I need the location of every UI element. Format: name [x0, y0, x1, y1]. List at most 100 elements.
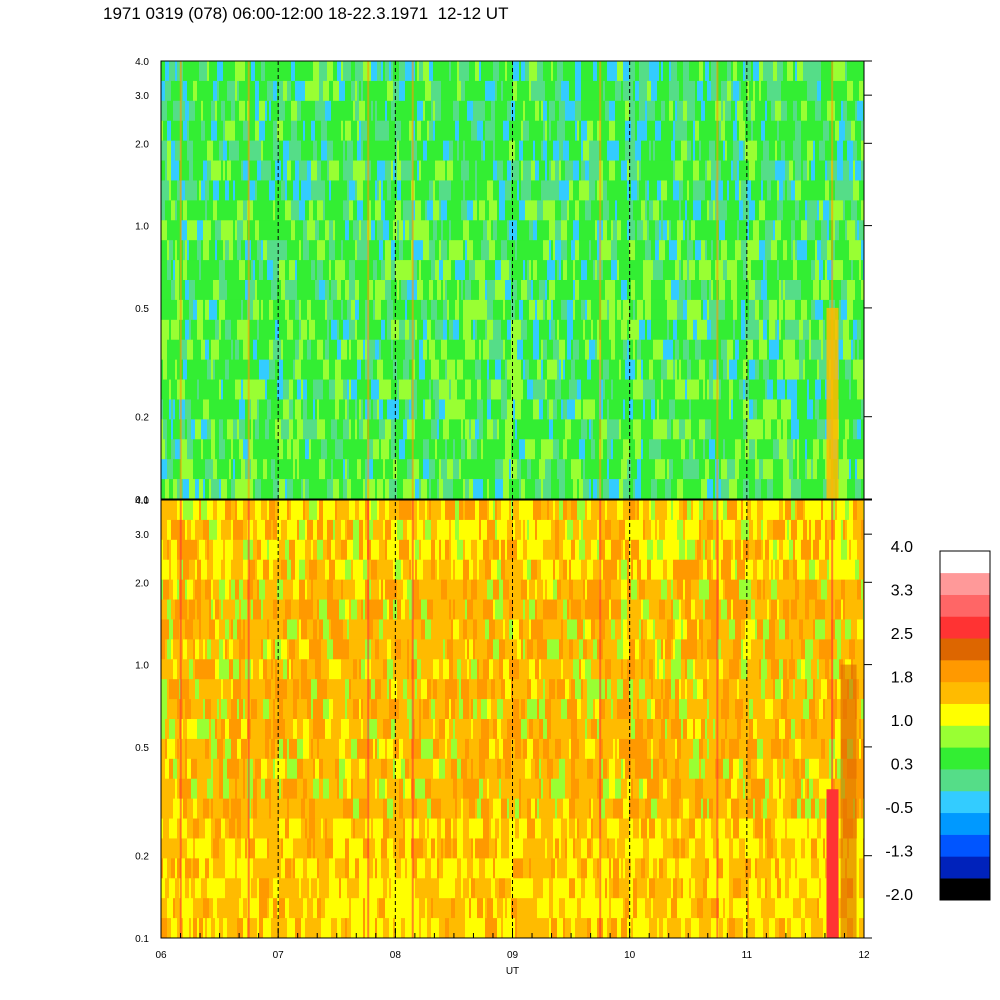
heatmap-cell	[435, 539, 439, 561]
heatmap-cell	[641, 559, 643, 581]
heatmap-cell	[405, 439, 409, 460]
heatmap-cell	[845, 479, 847, 500]
heatmap-cell	[443, 599, 449, 620]
heatmap-cell	[349, 419, 351, 440]
heatmap-cell	[253, 559, 255, 581]
heatmap-cell	[203, 220, 207, 241]
heatmap-cell	[799, 359, 803, 381]
heatmap-cell	[165, 479, 169, 500]
heatmap-cell	[707, 299, 709, 321]
heatmap-cell	[465, 260, 469, 281]
heatmap-cell	[227, 260, 233, 281]
heatmap-cell	[567, 439, 573, 460]
heatmap-cell	[487, 220, 491, 241]
heatmap-cell	[529, 519, 535, 541]
heatmap-cell	[267, 539, 269, 561]
heatmap-cell	[239, 80, 241, 102]
heatmap-cell	[273, 100, 279, 122]
heatmap-cell	[797, 459, 799, 480]
heatmap-cell	[619, 479, 623, 500]
heatmap-cell	[767, 80, 773, 102]
heatmap-cell	[853, 80, 859, 102]
heatmap-cell	[399, 140, 405, 162]
heatmap-cell	[299, 519, 305, 541]
heatmap-cell	[561, 299, 567, 321]
heatmap-cell	[439, 200, 441, 221]
heatmap-cell	[487, 419, 493, 440]
heatmap-cell	[489, 160, 493, 181]
heatmap-cell	[287, 120, 291, 142]
heatmap-cell	[181, 339, 187, 361]
heatmap-cell	[427, 479, 429, 500]
heatmap-cell	[761, 120, 765, 142]
heatmap-cell	[611, 359, 617, 381]
heatmap-cell	[335, 160, 339, 181]
heatmap-cell	[267, 319, 273, 341]
heatmap-cell	[561, 579, 565, 601]
heatmap-cell	[525, 200, 529, 221]
heatmap-cell	[205, 339, 209, 361]
heatmap-cell	[543, 140, 547, 162]
heatmap-cell	[487, 479, 489, 500]
heatmap-cell	[651, 140, 653, 162]
heatmap-cell	[371, 599, 375, 620]
heatmap-cell	[213, 180, 219, 201]
heatmap-cell	[753, 240, 759, 261]
heatmap-cell	[313, 61, 319, 82]
heatmap-cell	[763, 500, 769, 521]
heatmap-cell	[441, 100, 447, 122]
heatmap-cell	[361, 61, 363, 82]
heatmap-cell	[455, 299, 459, 321]
heatmap-cell	[487, 439, 489, 460]
heatmap-cell	[611, 339, 615, 361]
heatmap-cell	[225, 280, 227, 301]
heatmap-cell	[777, 539, 779, 561]
heatmap-cell	[463, 599, 465, 620]
heatmap-cell	[509, 120, 515, 142]
heatmap-cell	[717, 339, 721, 361]
heatmap-cell	[327, 439, 333, 460]
heatmap-cell	[717, 180, 721, 201]
heatmap-cell	[719, 120, 721, 142]
heatmap-cell	[341, 240, 343, 261]
heatmap-cell	[383, 220, 389, 241]
heatmap-cell	[329, 280, 331, 301]
heatmap-cell	[229, 120, 235, 142]
heatmap-cell	[563, 80, 565, 102]
heatmap-cell	[861, 120, 863, 142]
heatmap-cell	[783, 299, 785, 321]
heatmap-cell	[479, 459, 485, 480]
heatmap-cell	[399, 319, 403, 341]
heatmap-cell	[779, 180, 783, 201]
heatmap-cell	[631, 359, 635, 381]
heatmap-cell	[257, 319, 259, 341]
heatmap-cell	[685, 599, 691, 620]
heatmap-cell	[597, 539, 599, 561]
heatmap-cell	[177, 220, 181, 241]
heatmap-cell	[463, 579, 467, 601]
heatmap-cell	[743, 200, 749, 221]
heatmap-cell	[317, 539, 323, 561]
heatmap-cell	[765, 200, 769, 221]
heatmap-cell	[623, 339, 627, 361]
heatmap-cell	[661, 439, 667, 460]
heatmap-cell	[801, 299, 807, 321]
heatmap-cell	[455, 419, 457, 440]
heatmap-cell	[433, 61, 439, 82]
heatmap-cell	[371, 220, 375, 241]
heatmap-cell	[549, 100, 555, 122]
heatmap-cell	[503, 299, 505, 321]
heatmap-cell	[493, 559, 497, 581]
heatmap-cell	[185, 240, 187, 261]
heatmap-cell	[813, 140, 815, 162]
heatmap-cell	[615, 299, 617, 321]
heatmap-cell	[729, 359, 733, 381]
heatmap-cell	[431, 359, 437, 381]
heatmap-cell	[673, 80, 679, 102]
heatmap-cell	[429, 419, 431, 440]
heatmap-cell	[413, 539, 415, 561]
heatmap-cell	[647, 120, 653, 142]
heatmap-cell	[407, 419, 413, 440]
heatmap-cell	[263, 200, 267, 221]
heatmap-cell	[393, 80, 399, 102]
